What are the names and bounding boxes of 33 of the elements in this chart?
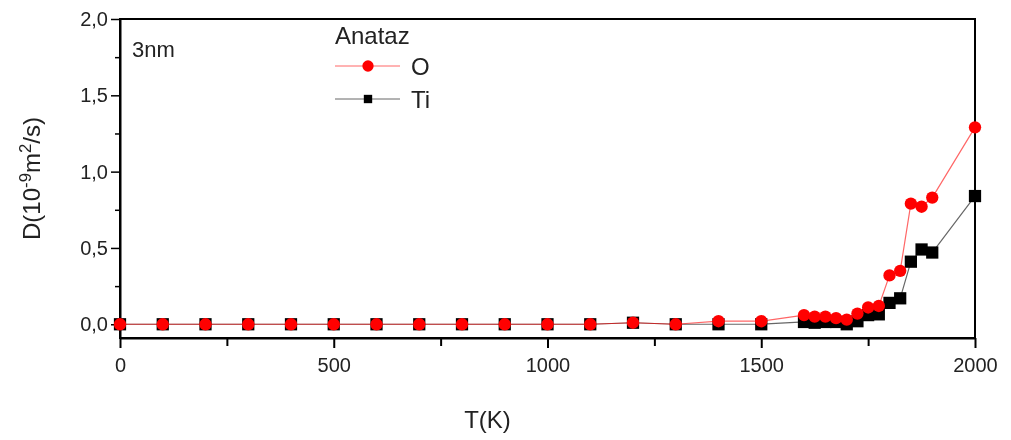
y-tick-label: 0,0 [80,313,108,336]
point [968,121,982,134]
legend-title: Anataz [335,22,410,49]
x-tick-label: 1500 [739,354,784,377]
point [904,255,917,268]
point [926,246,939,259]
point [797,308,811,322]
y-tick-label: 1,5 [80,84,108,107]
point [819,310,832,323]
x-tick-label: 1000 [525,354,571,377]
point [851,307,864,320]
x-tick-label: 500 [317,354,351,377]
legend-label: Ti [411,86,431,113]
point [829,311,843,325]
point [915,200,928,213]
x-tick-label: 2000 [953,354,998,377]
y-tick-label: 0,5 [80,236,108,259]
point [894,292,907,305]
point [861,301,875,314]
x-axis-title: T(K) [464,406,511,433]
y-tick-label: 2,0 [80,7,108,30]
point [926,191,939,204]
point [894,264,907,278]
y-tick-label: 1,0 [80,160,108,183]
x-tick-label: 0 [114,354,127,377]
point [872,299,885,313]
legend-label: O [411,53,430,80]
point [840,313,853,326]
point [808,310,821,323]
point [904,197,918,210]
annotation: 3nm [132,37,175,62]
point [968,189,982,203]
point [883,269,896,282]
